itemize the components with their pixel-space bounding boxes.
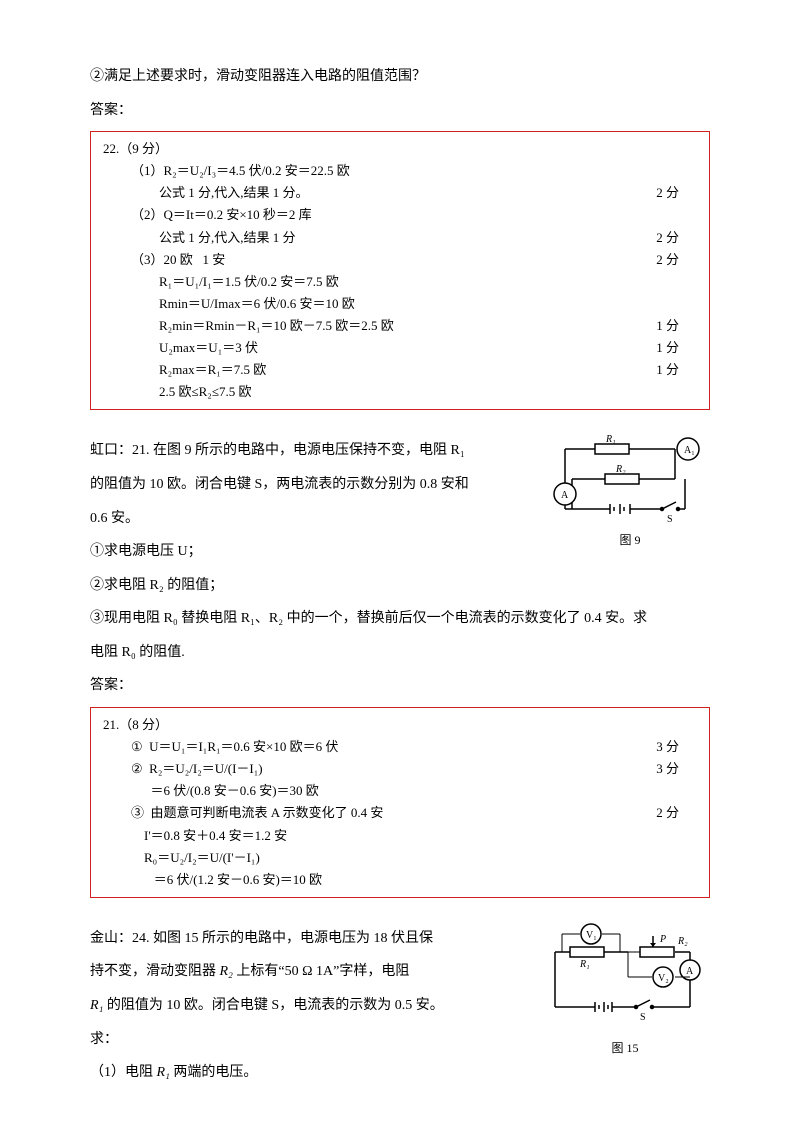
- answer-line: R₂max＝R₁＝7.5 欧1 分: [103, 359, 697, 381]
- box21-header: 21.（8 分）: [103, 714, 697, 736]
- hk-line1: 虹口：21. 在图 9 所示的电路中，电源电压保持不变，电阻 R₁: [90, 434, 542, 468]
- answer-line: Rmin＝U/Imax＝6 伏/0.6 安＝10 欧: [103, 293, 697, 315]
- svg-text:P: P: [659, 934, 666, 945]
- svg-text:R₂: R₂: [677, 936, 688, 947]
- hk-line6: ③现用电阻 R₀ 替换电阻 R₁、R₂ 中的一个，替换前后仅一个电流表的示数变化…: [90, 602, 710, 636]
- answer-box-21: 21.（8 分） ① U＝U₁＝I₁R₁＝0.6 安×10 欧＝6 伏3 分② …: [90, 707, 710, 898]
- svg-text:A: A: [561, 490, 569, 501]
- answer-line: 2.5 欧≤R₂≤7.5 欧: [103, 381, 697, 403]
- hongkou-block: 虹口：21. 在图 9 所示的电路中，电源电压保持不变，电阻 R₁ 的阻值为 1…: [90, 434, 710, 568]
- svg-text:S: S: [667, 514, 673, 524]
- answer-line: R₀＝U₂/I₂＝U/(I'－I₁): [103, 847, 697, 869]
- hk-line4: ①求电源电压 U；: [90, 535, 542, 569]
- answer-line: R₁＝U₁/I₁＝1.5 伏/0.2 安＝7.5 欧: [103, 271, 697, 293]
- figure-15: V₁ V₂ A R₁ P R₂ S 图 15: [540, 922, 710, 1063]
- answer-line: ② R₂＝U₂/I₂＝U/(I－I₁)3 分: [103, 758, 697, 780]
- fig15-caption: 图 15: [540, 1034, 710, 1063]
- figure-9: R₁ R₂ A₁ A S 图 9: [550, 434, 710, 555]
- svg-text:A: A: [686, 966, 694, 977]
- fig9-caption: 图 9: [550, 526, 710, 555]
- answer-line: 公式 1 分,代入,结果 1 分。2 分: [103, 182, 697, 204]
- answer-label: 答案：: [90, 94, 710, 128]
- answer-line: （1）R₂＝U₂/I₃＝4.5 伏/0.2 安＝22.5 欧: [103, 160, 697, 182]
- js-line5: （1）电阻 R₁ 两端的电压。: [90, 1056, 532, 1090]
- svg-text:V₁: V₁: [586, 930, 597, 941]
- answer-line: （2）Q＝It＝0.2 安×10 秒＝2 库: [103, 204, 697, 226]
- hk-line7: 电阻 R₀ 的阻值.: [90, 636, 710, 670]
- svg-text:S: S: [640, 1012, 646, 1023]
- answer-line: ＝6 伏/(0.8 安－0.6 安)＝30 欧: [103, 780, 697, 802]
- answer-line: ③ 由题意可判断电流表 A 示数变化了 0.4 安2 分: [103, 802, 697, 824]
- svg-text:A₁: A₁: [684, 445, 695, 456]
- answer-box-22: 22.（9 分） （1）R₂＝U₂/I₃＝4.5 伏/0.2 安＝22.5 欧公…: [90, 131, 710, 410]
- box22-header: 22.（9 分）: [103, 138, 697, 160]
- js-line2: 持不变，滑动变阻器 R₂ 上标有“50 Ω 1A”字样，电阻: [90, 955, 532, 989]
- answer-line: I'＝0.8 安＋0.4 安＝1.2 安: [103, 825, 697, 847]
- answer-label-2: 答案：: [90, 669, 710, 703]
- js-line4: 求：: [90, 1023, 532, 1057]
- svg-text:R₁: R₁: [579, 959, 590, 970]
- hk-line2: 的阻值为 10 欧。闭合电键 S，两电流表的示数分别为 0.8 安和: [90, 468, 542, 502]
- svg-text:R₂: R₂: [615, 464, 626, 475]
- answer-line: 公式 1 分,代入,结果 1 分2 分: [103, 227, 697, 249]
- js-line1: 金山：24. 如图 15 所示的电路中，电源电压为 18 伏且保: [90, 922, 532, 956]
- hk-line3: 0.6 安。: [90, 502, 542, 536]
- js-line3: R₁ 的阻值为 10 欧。闭合电键 S，电流表的示数为 0.5 安。: [90, 989, 532, 1023]
- answer-line: R₂min＝Rmin－R₁＝10 欧－7.5 欧＝2.5 欧1 分: [103, 315, 697, 337]
- svg-text:R₁: R₁: [605, 434, 616, 445]
- answer-line: U₂max＝U₁＝3 伏1 分: [103, 337, 697, 359]
- hk-line5: ②求电阻 R₂ 的阻值；: [90, 569, 710, 603]
- svg-text:V₂: V₂: [658, 973, 669, 984]
- answer-line: ① U＝U₁＝I₁R₁＝0.6 安×10 欧＝6 伏3 分: [103, 736, 697, 758]
- answer-line: ＝6 伏/(1.2 安－0.6 安)＝10 欧: [103, 869, 697, 891]
- question-2: ②满足上述要求时，滑动变阻器连入电路的阻值范围？: [90, 60, 710, 94]
- jinshan-block: 金山：24. 如图 15 所示的电路中，电源电压为 18 伏且保 持不变，滑动变…: [90, 922, 710, 1090]
- answer-line: （3）20 欧 1 安2 分: [103, 249, 697, 271]
